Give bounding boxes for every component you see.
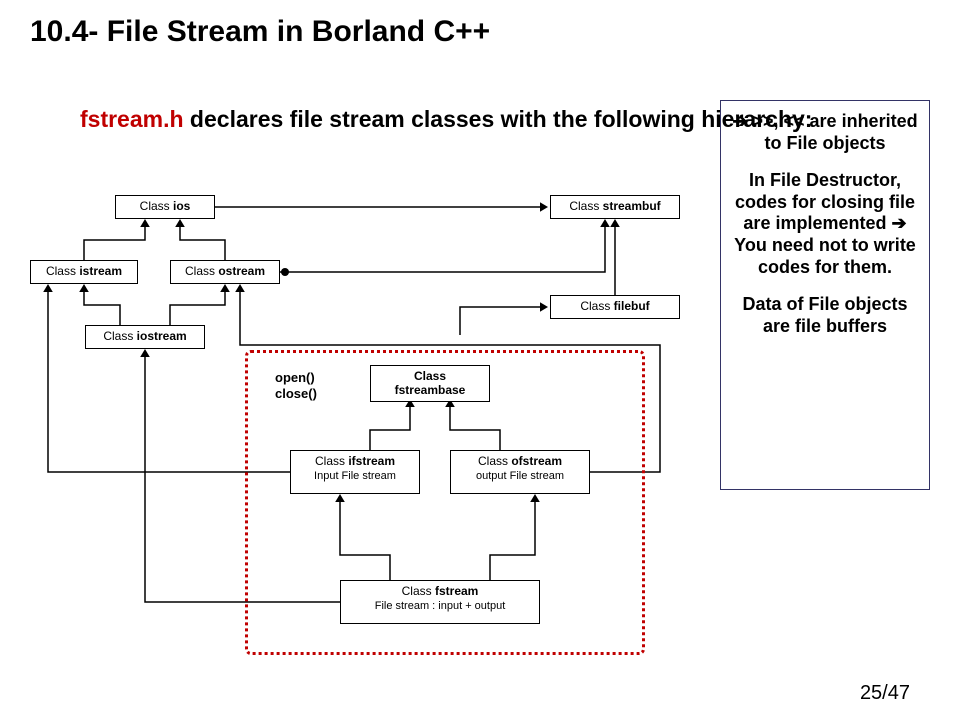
methods-label: open() close()	[275, 370, 317, 403]
class-node-fstream: Class fstreamFile stream : input + outpu…	[340, 580, 540, 624]
class-node-ostream: Class ostream	[170, 260, 280, 284]
info-p1: ➔ >>, << are inherited to File objects	[729, 111, 921, 154]
info-p3: Data of File objects are file buffers	[729, 294, 921, 337]
slide-title: 10.4- File Stream in Borland C++	[30, 15, 490, 49]
class-node-filebuf: Class filebuf	[550, 295, 680, 319]
subtitle-rest: declares file stream classes with the fo…	[184, 106, 813, 132]
class-node-fstreambase: Classfstreambase	[370, 365, 490, 402]
info-p2: In File Destructor, codes for closing fi…	[729, 170, 921, 278]
info-box: ➔ >>, << are inherited to File objects I…	[720, 100, 930, 490]
subtitle-filename: fstream.h	[80, 106, 184, 132]
method-open: open()	[275, 370, 315, 385]
class-node-ifstream: Class ifstreamInput File stream	[290, 450, 420, 494]
class-node-iostream: Class iostream	[85, 325, 205, 349]
class-node-istream: Class istream	[30, 260, 138, 284]
slide-subtitle: fstream.h declares file stream classes w…	[80, 105, 812, 134]
class-node-streambuf: Class streambuf	[550, 195, 680, 219]
method-close: close()	[275, 386, 317, 401]
class-hierarchy-diagram: open() close() Class ios Class streambuf C…	[30, 185, 710, 665]
page-number: 25/47	[860, 682, 910, 705]
class-node-ofstream: Class ofstreamoutput File stream	[450, 450, 590, 494]
class-node-ios: Class ios	[115, 195, 215, 219]
